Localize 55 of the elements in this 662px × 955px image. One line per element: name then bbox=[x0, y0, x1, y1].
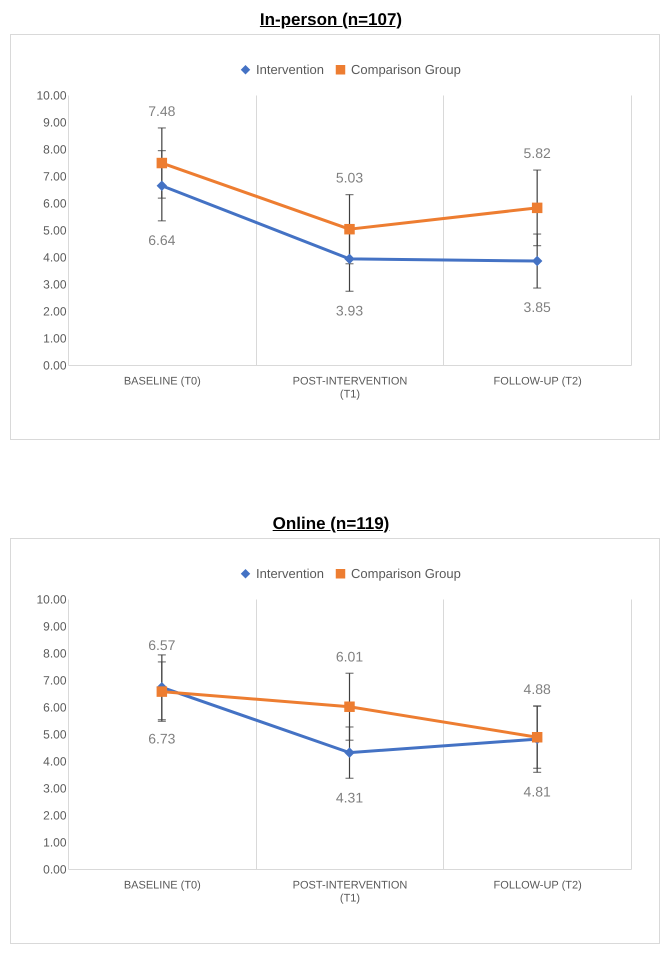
legend-label: Intervention bbox=[256, 566, 324, 581]
y-tick-label: 3.00 bbox=[43, 782, 67, 796]
data-label: 4.81 bbox=[524, 783, 552, 800]
chart-title: Online (n=119) bbox=[272, 513, 390, 535]
y-tick-label: 5.00 bbox=[43, 728, 67, 742]
x-tick-label: FOLLOW-UP (T2) bbox=[494, 880, 582, 892]
y-tick-label: 8.00 bbox=[43, 646, 67, 660]
y-tick-label: 7.00 bbox=[43, 170, 67, 184]
y-tick-label: 9.00 bbox=[43, 116, 67, 130]
x-tick-label: FOLLOW-UP (T2) bbox=[494, 376, 582, 388]
data-label: 7.48 bbox=[148, 102, 176, 119]
y-tick-label: 8.00 bbox=[43, 142, 67, 156]
y-tick-label: 4.00 bbox=[43, 250, 67, 264]
y-tick-label: 5.00 bbox=[43, 224, 67, 238]
data-label: 6.73 bbox=[148, 730, 176, 747]
y-tick-label: 10.00 bbox=[36, 592, 67, 606]
data-label: 3.85 bbox=[524, 299, 552, 316]
y-tick-label: 1.00 bbox=[43, 332, 67, 346]
y-tick-label: 0.00 bbox=[43, 862, 67, 876]
data-label: 5.82 bbox=[524, 145, 552, 162]
legend-label: Comparison Group bbox=[351, 62, 461, 77]
data-label: 4.88 bbox=[524, 681, 552, 698]
point bbox=[156, 686, 168, 697]
y-tick-label: 4.00 bbox=[43, 754, 67, 768]
legend-label: Comparison Group bbox=[351, 566, 461, 581]
data-label: 3.93 bbox=[336, 302, 364, 318]
y-tick-label: 10.00 bbox=[36, 88, 67, 102]
y-tick-label: 2.00 bbox=[43, 304, 67, 318]
data-label: 4.31 bbox=[336, 789, 364, 806]
y-tick-label: 6.00 bbox=[43, 700, 67, 714]
point bbox=[344, 224, 355, 234]
chart-title: In-person (n=107) bbox=[258, 9, 404, 31]
point bbox=[344, 747, 355, 758]
y-tick-label: 6.00 bbox=[43, 196, 67, 210]
point bbox=[156, 180, 168, 191]
point bbox=[532, 202, 542, 214]
y-tick-label: 9.00 bbox=[43, 620, 67, 634]
data-label: 6.57 bbox=[148, 636, 176, 653]
data-label: 6.01 bbox=[336, 648, 364, 664]
x-tick-label: BASELINE (T0) bbox=[124, 376, 201, 388]
x-tick-label: POST-INTERVENTION (T1) bbox=[292, 880, 408, 904]
point bbox=[344, 254, 355, 264]
point bbox=[532, 256, 542, 266]
y-tick-label: 2.00 bbox=[43, 808, 67, 822]
y-tick-label: 1.00 bbox=[43, 836, 67, 850]
point bbox=[344, 701, 355, 712]
data-label: 5.03 bbox=[336, 170, 364, 186]
point bbox=[156, 158, 168, 168]
data-label: 6.64 bbox=[148, 232, 176, 248]
legend-label: Intervention bbox=[256, 62, 324, 77]
x-tick-label: BASELINE (T0) bbox=[124, 880, 201, 892]
y-tick-label: 0.00 bbox=[43, 358, 67, 372]
y-tick-label: 7.00 bbox=[43, 674, 67, 688]
y-tick-label: 3.00 bbox=[43, 278, 67, 292]
x-tick-label: POST-INTERVENTION (T1) bbox=[292, 376, 408, 400]
